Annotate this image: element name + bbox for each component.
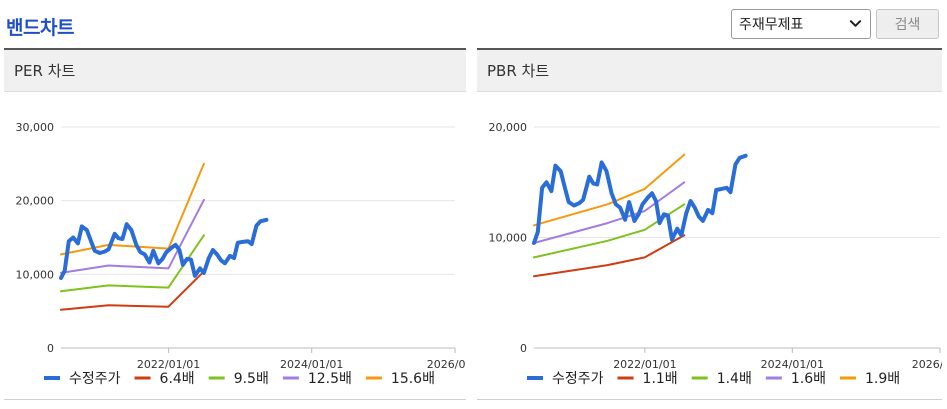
- series-line-1: [533, 234, 686, 278]
- legend-label: 12.5배: [308, 371, 352, 387]
- pbr-chart-title: PBR 차트: [477, 50, 942, 92]
- search-button[interactable]: 검색: [876, 9, 939, 39]
- statement-type-select[interactable]: 주재무제표: [731, 9, 871, 39]
- pbr-chart: 0 10,000 20,000 2022/01/01 2024/01/01 2026/01…: [489, 121, 947, 387]
- legend-label: 1.4배: [717, 371, 752, 387]
- chevron-down-icon: [849, 20, 862, 27]
- series-line-1: [60, 270, 205, 311]
- series-line-0: [532, 153, 748, 245]
- series-line-3: [60, 198, 205, 274]
- per-chart-panel: PER 차트 0 10,000 20,000 30,000 2022/01/01 2024…: [4, 48, 484, 400]
- legend-label: 수정주가: [552, 371, 604, 387]
- x-tick-label: 2026/01/0: [427, 358, 466, 371]
- y-tick-label: 20,000: [489, 121, 528, 134]
- x-tick-label: 2022/01/01: [137, 358, 200, 371]
- legend-label: 6.4배: [160, 371, 195, 387]
- y-tick-label: 0: [520, 342, 527, 355]
- y-tick-label: 0: [47, 342, 54, 355]
- legend-label: 9.5배: [234, 371, 269, 387]
- legend-label: 1.9배: [865, 371, 900, 387]
- series-line-4: [533, 153, 686, 227]
- x-tick-label: 2026/01/0: [912, 358, 942, 371]
- series-line-0: [59, 217, 269, 280]
- pbr-chart-panel: PBR 차트 0 10,000 20,000 2022/01/01 2024/01/01…: [477, 48, 947, 400]
- select-value: 주재무제표: [739, 17, 804, 33]
- y-tick-label: 10,000: [16, 268, 55, 281]
- y-tick-label: 10,000: [489, 232, 528, 245]
- page-title: 밴드차트: [6, 17, 74, 39]
- legend-label: 15.6배: [391, 371, 435, 387]
- legend-label: 수정주가: [69, 371, 121, 387]
- y-tick-label: 20,000: [16, 195, 55, 208]
- legend-label: 1.6배: [791, 371, 826, 387]
- x-tick-label: 2024/01/01: [280, 358, 343, 371]
- per-chart-title: PER 차트: [4, 50, 466, 92]
- y-tick-label: 30,000: [16, 121, 55, 134]
- x-tick-label: 2022/01/01: [613, 358, 676, 371]
- x-tick-label: 2024/01/01: [761, 358, 824, 371]
- series-line-2: [533, 203, 686, 259]
- per-chart: 0 10,000 20,000 30,000 2022/01/01 2024/01/01 2…: [16, 121, 484, 387]
- legend-label: 1.1배: [643, 371, 678, 387]
